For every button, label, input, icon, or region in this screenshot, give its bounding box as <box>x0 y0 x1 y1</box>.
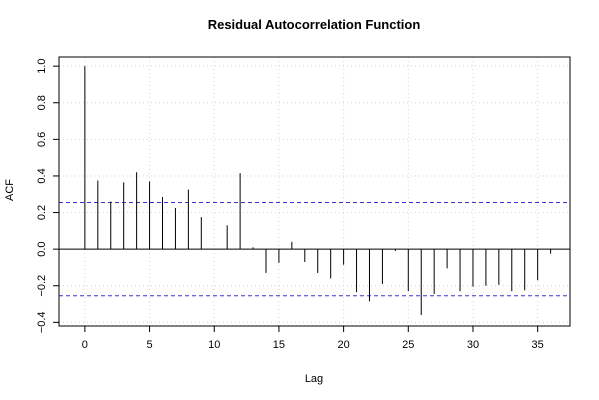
confidence-bounds <box>59 201 570 297</box>
x-axis: 0 5 10 15 20 25 30 35 <box>82 326 544 351</box>
x-tick-label: 5 <box>146 339 152 351</box>
plot-frame <box>58 56 571 327</box>
x-tick-label: 15 <box>273 339 285 351</box>
chart-title: Residual Autocorrelation Function <box>208 17 421 32</box>
x-axis-label: Lag <box>305 373 323 385</box>
y-tick-label: 0.6 <box>36 132 48 147</box>
y-tick-label: −0.2 <box>36 275 48 297</box>
y-tick-label: −0.4 <box>36 311 48 333</box>
y-tick-label: 0.2 <box>36 205 48 220</box>
grid-lines <box>59 57 570 326</box>
x-tick-label: 0 <box>82 339 88 351</box>
acf-bars <box>84 66 552 316</box>
x-tick-label: 10 <box>208 339 220 351</box>
y-tick-label: 0.8 <box>36 95 48 110</box>
x-tick-label: 25 <box>402 339 414 351</box>
x-tick-label: 20 <box>337 339 349 351</box>
y-tick-label: 1.0 <box>36 59 48 74</box>
y-axis-label: ACF <box>4 179 16 201</box>
x-tick-label: 30 <box>467 339 479 351</box>
y-tick-label: 0.4 <box>36 168 48 183</box>
y-tick-label: 0.0 <box>36 241 48 256</box>
x-tick-label: 35 <box>532 339 544 351</box>
y-axis: −0.4 −0.2 0.0 0.2 0.4 0.6 0.8 1.0 <box>36 59 59 333</box>
